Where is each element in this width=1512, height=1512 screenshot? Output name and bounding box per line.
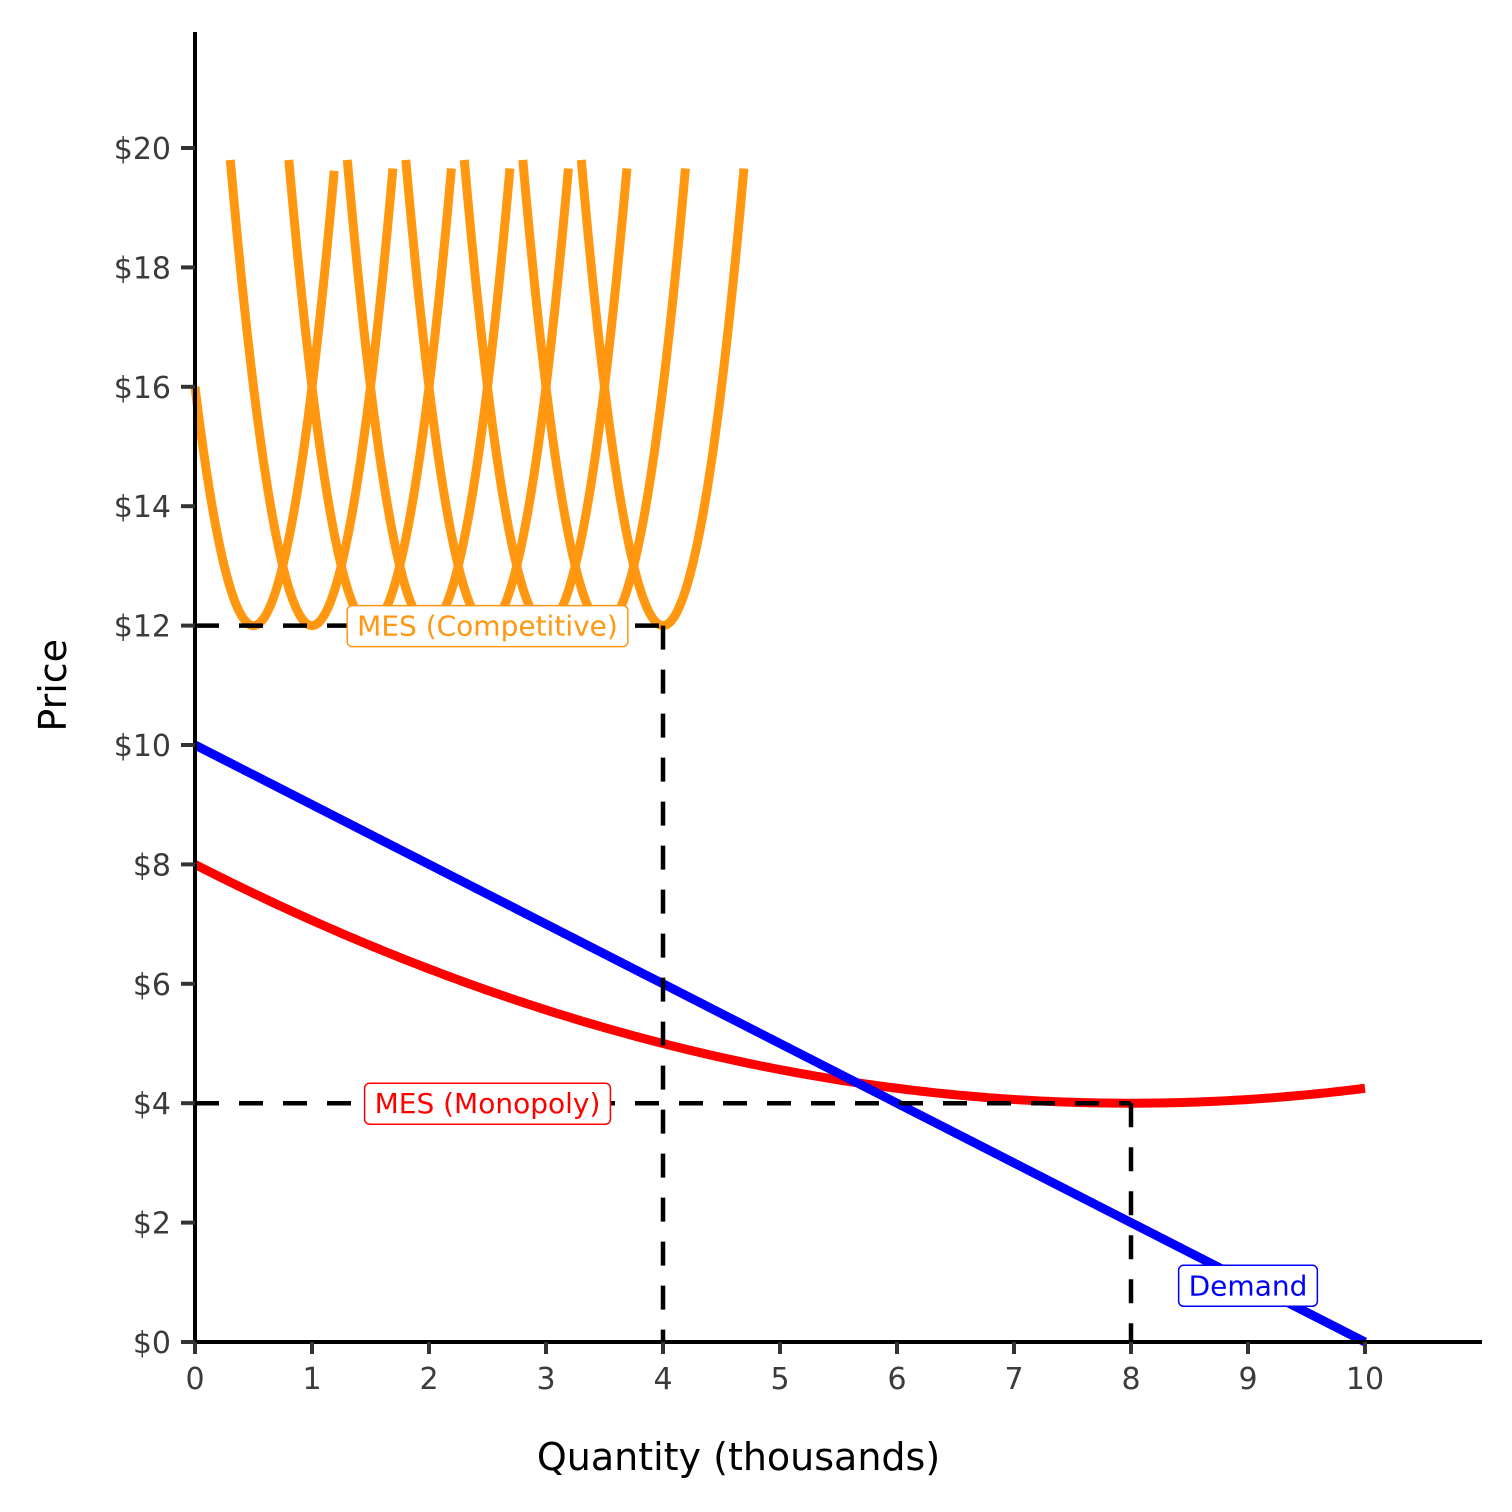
competitive-average-cost-curve [225,159,398,631]
y-tick-label: $10 [114,729,171,764]
demand-label: Demand [1177,1264,1319,1308]
plot-area [190,159,1368,1347]
annotations: MES (Competitive) MES (Monopoly) Demand [346,604,1319,1308]
y-tick-label: $20 [114,132,171,167]
x-tick-label: 0 [185,1362,204,1397]
competitive-average-cost-curve [576,159,749,631]
x-tick-label: 2 [419,1362,438,1397]
x-tick-label: 4 [653,1362,672,1397]
mes-competitive-label-text: MES (Competitive) [357,610,618,643]
demand-label-box [1177,1264,1319,1308]
reference-lines [195,623,1134,1342]
y-tick-label: $4 [133,1087,171,1122]
y-tick-label: $0 [133,1326,171,1361]
mes-monopoly-label: MES (Monopoly) [363,1082,612,1125]
mes-monopoly-label-text: MES (Monopoly) [375,1087,601,1120]
x-ticks: 0 1 2 3 4 5 6 7 8 9 10 [185,1342,1384,1397]
y-tick-label: $8 [133,848,171,883]
monopoly-average-cost-curve [192,860,1366,1108]
x-tick-label: 7 [1004,1362,1023,1397]
y-tick-label: $16 [114,371,171,406]
x-tick-label: 1 [302,1362,321,1397]
x-tick-label: 9 [1238,1362,1257,1397]
demand-label-text: Demand [1189,1269,1308,1302]
x-axis-title: Quantity (thousands) [537,1435,940,1479]
y-tick-label: $6 [133,968,171,1003]
y-tick-label: $12 [114,610,171,645]
x-tick-label: 6 [887,1362,906,1397]
mes-monopoly-label-box [363,1082,612,1125]
y-ticks: $0 $2 $4 $6 $8 $10 $12 $14 $16 $18 $20 [114,132,195,1361]
mes-competitive-label-box [346,604,629,648]
y-axis-title: Price [31,639,75,732]
y-tick-label: $14 [114,490,171,525]
x-tick-label: 3 [536,1362,555,1397]
x-tick-label: 8 [1121,1362,1140,1397]
y-tick-label: $2 [133,1207,171,1242]
axes [193,32,1482,1344]
demand-curve [192,740,1368,1347]
x-tick-label: 10 [1346,1362,1384,1397]
mes-competitive-label: MES (Competitive) [346,604,629,648]
y-tick-label: $18 [114,251,171,286]
x-tick-label: 5 [770,1362,789,1397]
